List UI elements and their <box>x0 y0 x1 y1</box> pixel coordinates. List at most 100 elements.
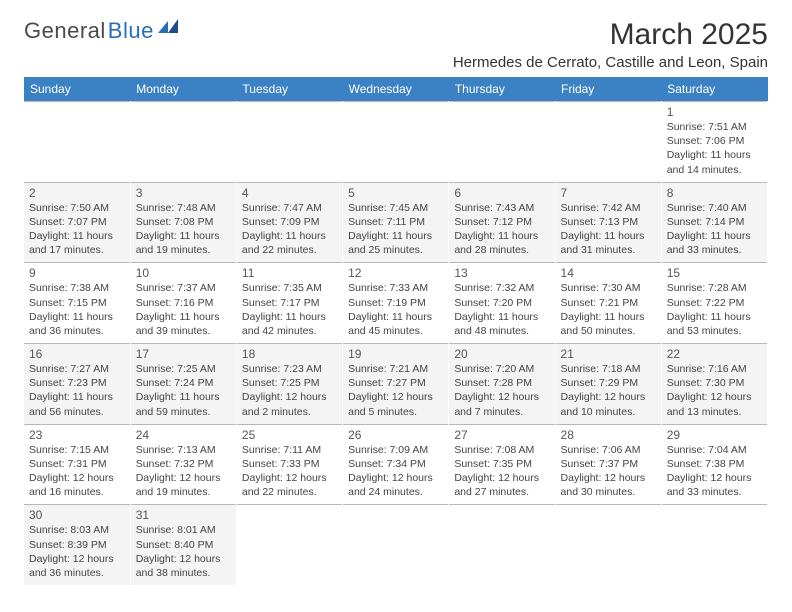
calendar-day-cell: 3Sunrise: 7:48 AMSunset: 7:08 PMDaylight… <box>130 182 236 263</box>
weekday-header: Friday <box>555 77 661 102</box>
day-info: Sunrise: 7:45 AMSunset: 7:11 PMDaylight:… <box>348 201 443 258</box>
day-number: 2 <box>29 186 125 200</box>
calendar-day-cell: 29Sunrise: 7:04 AMSunset: 7:38 PMDayligh… <box>661 424 767 505</box>
day-number: 13 <box>454 266 549 280</box>
day-info: Sunrise: 7:40 AMSunset: 7:14 PMDaylight:… <box>667 201 762 258</box>
calendar-empty-cell <box>236 505 342 585</box>
day-info: Sunrise: 7:30 AMSunset: 7:21 PMDaylight:… <box>561 281 656 338</box>
day-info: Sunrise: 7:28 AMSunset: 7:22 PMDaylight:… <box>667 281 762 338</box>
calendar-day-cell: 31Sunrise: 8:01 AMSunset: 8:40 PMDayligh… <box>130 505 236 585</box>
calendar-day-cell: 19Sunrise: 7:21 AMSunset: 7:27 PMDayligh… <box>343 344 449 425</box>
day-number: 23 <box>29 428 125 442</box>
day-number: 22 <box>667 347 762 361</box>
calendar-day-cell: 24Sunrise: 7:13 AMSunset: 7:32 PMDayligh… <box>130 424 236 505</box>
day-info: Sunrise: 7:09 AMSunset: 7:34 PMDaylight:… <box>348 443 443 500</box>
day-number: 21 <box>561 347 656 361</box>
day-info: Sunrise: 7:20 AMSunset: 7:28 PMDaylight:… <box>454 362 549 419</box>
calendar-day-cell: 6Sunrise: 7:43 AMSunset: 7:12 PMDaylight… <box>449 182 555 263</box>
calendar-day-cell: 18Sunrise: 7:23 AMSunset: 7:25 PMDayligh… <box>236 344 342 425</box>
calendar-week-row: 2Sunrise: 7:50 AMSunset: 7:07 PMDaylight… <box>24 182 768 263</box>
day-info: Sunrise: 7:37 AMSunset: 7:16 PMDaylight:… <box>136 281 231 338</box>
calendar-empty-cell <box>449 505 555 585</box>
location-subtitle: Hermedes de Cerrato, Castille and Leon, … <box>453 54 768 71</box>
calendar-day-cell: 23Sunrise: 7:15 AMSunset: 7:31 PMDayligh… <box>24 424 130 505</box>
weekday-header: Sunday <box>24 77 130 102</box>
calendar-day-cell: 15Sunrise: 7:28 AMSunset: 7:22 PMDayligh… <box>661 263 767 344</box>
day-number: 14 <box>561 266 656 280</box>
day-info: Sunrise: 7:08 AMSunset: 7:35 PMDaylight:… <box>454 443 549 500</box>
calendar-empty-cell <box>555 102 661 183</box>
day-number: 3 <box>136 186 231 200</box>
day-number: 9 <box>29 266 125 280</box>
calendar-empty-cell <box>661 505 767 585</box>
calendar-week-row: 30Sunrise: 8:03 AMSunset: 8:39 PMDayligh… <box>24 505 768 585</box>
logo-text-general: General <box>24 18 106 44</box>
day-info: Sunrise: 7:11 AMSunset: 7:33 PMDaylight:… <box>242 443 337 500</box>
day-number: 15 <box>667 266 762 280</box>
day-info: Sunrise: 7:48 AMSunset: 7:08 PMDaylight:… <box>136 201 231 258</box>
day-info: Sunrise: 8:03 AMSunset: 8:39 PMDaylight:… <box>29 523 125 580</box>
day-info: Sunrise: 7:42 AMSunset: 7:13 PMDaylight:… <box>561 201 656 258</box>
calendar-week-row: 23Sunrise: 7:15 AMSunset: 7:31 PMDayligh… <box>24 424 768 505</box>
header: GeneralBlue March 2025 Hermedes de Cerra… <box>24 18 768 71</box>
day-info: Sunrise: 7:23 AMSunset: 7:25 PMDaylight:… <box>242 362 337 419</box>
day-number: 20 <box>454 347 549 361</box>
calendar-day-cell: 27Sunrise: 7:08 AMSunset: 7:35 PMDayligh… <box>449 424 555 505</box>
calendar-day-cell: 11Sunrise: 7:35 AMSunset: 7:17 PMDayligh… <box>236 263 342 344</box>
day-number: 19 <box>348 347 443 361</box>
day-number: 5 <box>348 186 443 200</box>
day-number: 10 <box>136 266 231 280</box>
weekday-header-row: SundayMondayTuesdayWednesdayThursdayFrid… <box>24 77 768 102</box>
day-info: Sunrise: 7:50 AMSunset: 7:07 PMDaylight:… <box>29 201 125 258</box>
calendar-day-cell: 28Sunrise: 7:06 AMSunset: 7:37 PMDayligh… <box>555 424 661 505</box>
day-number: 29 <box>667 428 762 442</box>
calendar-week-row: 1Sunrise: 7:51 AMSunset: 7:06 PMDaylight… <box>24 102 768 183</box>
calendar-day-cell: 1Sunrise: 7:51 AMSunset: 7:06 PMDaylight… <box>661 102 767 183</box>
day-info: Sunrise: 7:38 AMSunset: 7:15 PMDaylight:… <box>29 281 125 338</box>
calendar-day-cell: 30Sunrise: 8:03 AMSunset: 8:39 PMDayligh… <box>24 505 130 585</box>
day-info: Sunrise: 7:51 AMSunset: 7:06 PMDaylight:… <box>667 120 762 177</box>
calendar-day-cell: 7Sunrise: 7:42 AMSunset: 7:13 PMDaylight… <box>555 182 661 263</box>
calendar-empty-cell <box>343 102 449 183</box>
day-number: 16 <box>29 347 125 361</box>
day-number: 18 <box>242 347 337 361</box>
calendar-day-cell: 20Sunrise: 7:20 AMSunset: 7:28 PMDayligh… <box>449 344 555 425</box>
weekday-header: Monday <box>130 77 236 102</box>
calendar-empty-cell <box>343 505 449 585</box>
day-number: 11 <box>242 266 337 280</box>
calendar-day-cell: 12Sunrise: 7:33 AMSunset: 7:19 PMDayligh… <box>343 263 449 344</box>
calendar-empty-cell <box>130 102 236 183</box>
day-number: 30 <box>29 508 125 522</box>
calendar-empty-cell <box>24 102 130 183</box>
calendar-day-cell: 26Sunrise: 7:09 AMSunset: 7:34 PMDayligh… <box>343 424 449 505</box>
day-number: 26 <box>348 428 443 442</box>
title-block: March 2025 Hermedes de Cerrato, Castille… <box>453 18 768 71</box>
calendar-day-cell: 22Sunrise: 7:16 AMSunset: 7:30 PMDayligh… <box>661 344 767 425</box>
calendar-day-cell: 16Sunrise: 7:27 AMSunset: 7:23 PMDayligh… <box>24 344 130 425</box>
day-number: 4 <box>242 186 337 200</box>
day-number: 1 <box>667 105 762 119</box>
day-number: 28 <box>561 428 656 442</box>
day-number: 27 <box>454 428 549 442</box>
calendar-empty-cell <box>236 102 342 183</box>
calendar-day-cell: 8Sunrise: 7:40 AMSunset: 7:14 PMDaylight… <box>661 182 767 263</box>
calendar-day-cell: 5Sunrise: 7:45 AMSunset: 7:11 PMDaylight… <box>343 182 449 263</box>
day-info: Sunrise: 7:33 AMSunset: 7:19 PMDaylight:… <box>348 281 443 338</box>
calendar-day-cell: 9Sunrise: 7:38 AMSunset: 7:15 PMDaylight… <box>24 263 130 344</box>
logo-text-blue: Blue <box>108 18 154 44</box>
day-info: Sunrise: 7:13 AMSunset: 7:32 PMDaylight:… <box>136 443 231 500</box>
day-number: 12 <box>348 266 443 280</box>
calendar-week-row: 16Sunrise: 7:27 AMSunset: 7:23 PMDayligh… <box>24 344 768 425</box>
day-info: Sunrise: 7:43 AMSunset: 7:12 PMDaylight:… <box>454 201 549 258</box>
calendar-body: 1Sunrise: 7:51 AMSunset: 7:06 PMDaylight… <box>24 102 768 586</box>
calendar-day-cell: 14Sunrise: 7:30 AMSunset: 7:21 PMDayligh… <box>555 263 661 344</box>
day-number: 6 <box>454 186 549 200</box>
calendar-day-cell: 4Sunrise: 7:47 AMSunset: 7:09 PMDaylight… <box>236 182 342 263</box>
day-info: Sunrise: 7:35 AMSunset: 7:17 PMDaylight:… <box>242 281 337 338</box>
day-info: Sunrise: 7:47 AMSunset: 7:09 PMDaylight:… <box>242 201 337 258</box>
day-info: Sunrise: 7:27 AMSunset: 7:23 PMDaylight:… <box>29 362 125 419</box>
weekday-header: Saturday <box>661 77 767 102</box>
flag-icon <box>158 19 180 38</box>
calendar-day-cell: 21Sunrise: 7:18 AMSunset: 7:29 PMDayligh… <box>555 344 661 425</box>
day-info: Sunrise: 7:16 AMSunset: 7:30 PMDaylight:… <box>667 362 762 419</box>
